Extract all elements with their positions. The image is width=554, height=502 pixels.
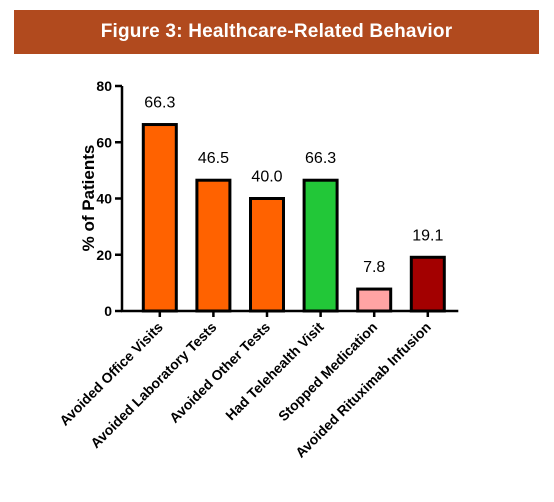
- y-tick-label: 0: [104, 303, 112, 319]
- x-tick-label: Stopped Medication: [275, 319, 380, 424]
- bar: [195, 178, 232, 313]
- y-tick-label: 40: [96, 191, 112, 207]
- data-label: 66.3: [305, 150, 336, 167]
- data-label: 66.3: [144, 95, 175, 112]
- data-label: 19.1: [412, 227, 443, 244]
- x-tick-label: Had Telehealth Visit: [222, 319, 327, 424]
- y-tick-label: 20: [96, 247, 112, 263]
- chart-bars: [141, 123, 446, 313]
- bar: [249, 197, 285, 313]
- y-tick-label: 80: [96, 78, 112, 94]
- data-label: 7.8: [363, 259, 385, 276]
- data-label: 46.5: [198, 150, 229, 167]
- y-tick-label: 60: [96, 134, 112, 150]
- x-tick-label: Avoided Office Visits: [56, 319, 166, 429]
- bar: [356, 287, 393, 313]
- x-tick-label: Avoided Other Tests: [166, 319, 273, 426]
- chart-title: Figure 3: Healthcare-Related Behavior: [100, 21, 453, 42]
- bar: [302, 178, 339, 313]
- data-label: 40.0: [251, 169, 282, 186]
- bar: [141, 123, 178, 313]
- title-banner: Figure 3: Healthcare-Related Behavior: [14, 10, 539, 54]
- bar: [409, 255, 446, 313]
- y-axis-label: % of Patients: [79, 145, 98, 252]
